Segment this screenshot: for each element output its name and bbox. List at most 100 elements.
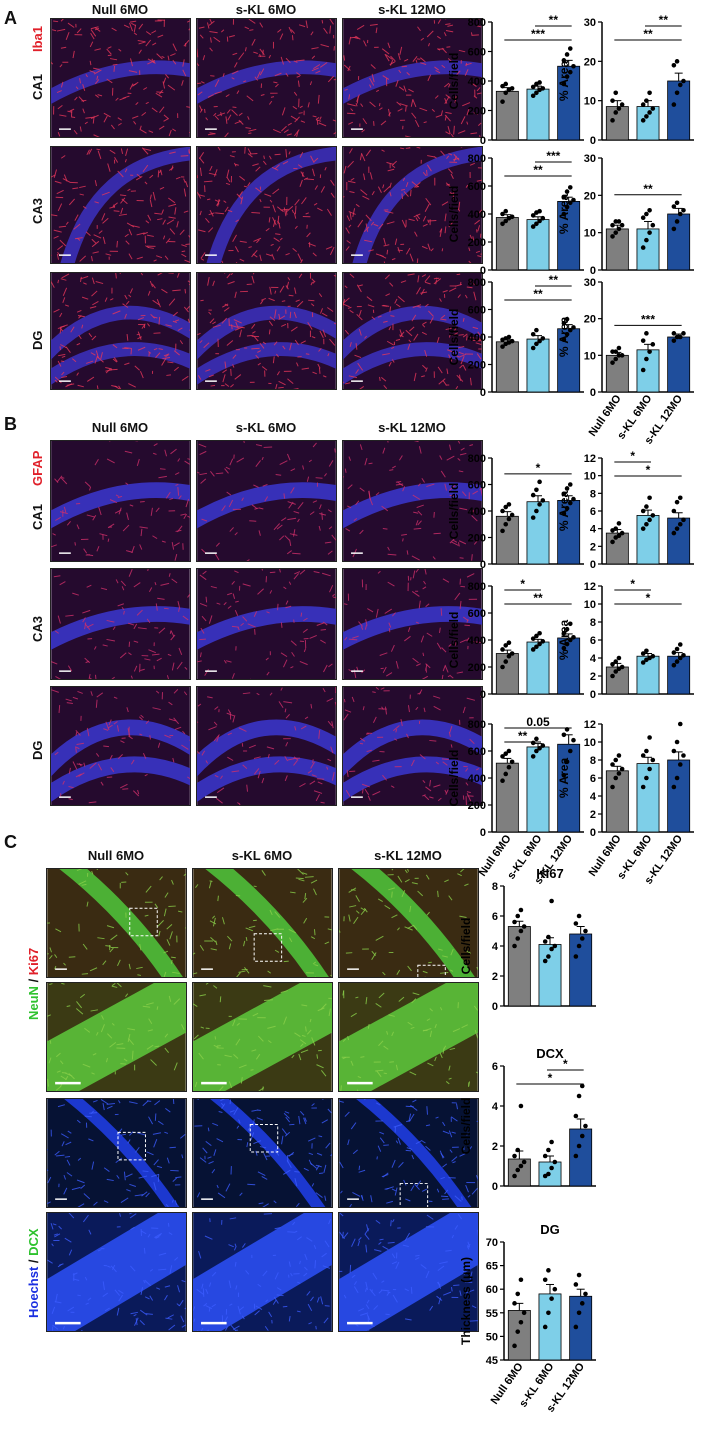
data-point [675, 659, 680, 664]
y-tick-label: 45 [486, 1355, 498, 1367]
significance-label: ** [518, 729, 528, 743]
micrograph-image [338, 1098, 479, 1208]
data-point [675, 776, 680, 781]
data-point [613, 349, 618, 354]
micrograph-image [46, 982, 187, 1092]
y-axis-label: Cells/field [459, 918, 473, 975]
significance-label: *** [641, 312, 655, 326]
data-point [610, 674, 615, 679]
panel-b-row-dg: DG [30, 741, 45, 761]
data-point [541, 498, 546, 503]
significance-label: * [520, 577, 525, 591]
panel-c-stain-top: NeuN / Ki67 [26, 948, 41, 1020]
panel-b-letter: B [4, 414, 17, 435]
significance-label: * [536, 461, 541, 475]
data-point [515, 1292, 520, 1297]
data-point [620, 767, 625, 772]
bar-1 [637, 656, 659, 694]
data-point [522, 1160, 527, 1165]
data-point [541, 86, 546, 91]
y-tick-label: 10 [584, 471, 596, 483]
micrograph-image [50, 272, 191, 390]
data-point [553, 1287, 558, 1292]
data-point [644, 776, 649, 781]
y-tick-label: 800 [468, 277, 486, 289]
y-tick-label: 6 [590, 635, 596, 647]
y-tick-label: 600 [468, 480, 486, 492]
data-point [574, 1282, 579, 1287]
data-point [503, 659, 508, 664]
data-point [641, 526, 646, 531]
data-point [675, 647, 680, 652]
bar-1 [527, 642, 549, 694]
dcx-label: DCX [26, 1228, 41, 1255]
y-tick-label: 4 [590, 791, 597, 803]
y-tick-label: 0 [590, 387, 596, 399]
data-point [617, 771, 622, 776]
significance-label: * [646, 591, 651, 605]
data-point [519, 1164, 524, 1169]
micrograph-image [50, 686, 191, 806]
y-tick-label: 800 [468, 719, 486, 731]
y-axis-label: Cells/field [447, 612, 461, 669]
chart-title: DCX [536, 1046, 564, 1061]
data-point [678, 83, 683, 88]
panel-c-letter: C [4, 832, 17, 853]
bar-2 [570, 1296, 592, 1360]
y-tick-label: 4 [492, 941, 499, 953]
data-point [546, 1268, 551, 1273]
y-tick-label: 60 [486, 1284, 498, 1296]
data-point [543, 1154, 548, 1159]
data-point [541, 336, 546, 341]
data-point [534, 737, 539, 742]
data-point [641, 368, 646, 373]
data-point [617, 106, 622, 111]
data-point [647, 230, 652, 235]
data-point [672, 663, 677, 668]
data-point [534, 488, 539, 493]
y-tick-label: 20 [584, 190, 596, 202]
data-point [546, 954, 551, 959]
data-point [500, 509, 505, 514]
y-tick-label: 30 [584, 277, 596, 289]
data-point [553, 1160, 558, 1165]
data-point [543, 1277, 548, 1282]
data-point [672, 204, 677, 209]
data-point [510, 513, 515, 518]
data-point [647, 735, 652, 740]
data-point [577, 1094, 582, 1099]
y-tick-label: 6 [590, 773, 596, 785]
y-tick-label: 4 [590, 524, 597, 536]
micrograph-image [196, 568, 337, 680]
data-point [672, 785, 677, 790]
y-tick-label: 0 [480, 827, 486, 839]
data-point [583, 1292, 588, 1297]
data-point [672, 749, 677, 754]
y-tick-label: 65 [486, 1261, 498, 1273]
data-point [672, 531, 677, 536]
hoechst-label: Hoechst [26, 1267, 41, 1318]
data-point [644, 238, 649, 243]
y-tick-label: 8 [590, 617, 596, 629]
data-point [549, 1140, 554, 1145]
micrograph-image [50, 440, 191, 562]
significance-label: ** [533, 287, 543, 301]
y-tick-label: 10 [584, 350, 596, 362]
micrograph-image [192, 868, 333, 978]
data-point [610, 98, 615, 103]
data-point [577, 944, 582, 949]
data-point [641, 753, 646, 758]
y-tick-label: 400 [468, 76, 486, 88]
y-tick-label: 30 [584, 17, 596, 29]
data-point [641, 509, 646, 514]
data-point [515, 1148, 520, 1153]
y-tick-label: 200 [468, 106, 486, 118]
data-point [610, 360, 615, 365]
data-point [675, 526, 680, 531]
data-point [512, 1301, 517, 1306]
panel-a-col-skl6: s-KL 6MO [196, 2, 336, 17]
data-point [675, 500, 680, 505]
data-point [531, 515, 536, 520]
data-point [613, 776, 618, 781]
panel-b-row-ca3: CA3 [30, 616, 45, 642]
